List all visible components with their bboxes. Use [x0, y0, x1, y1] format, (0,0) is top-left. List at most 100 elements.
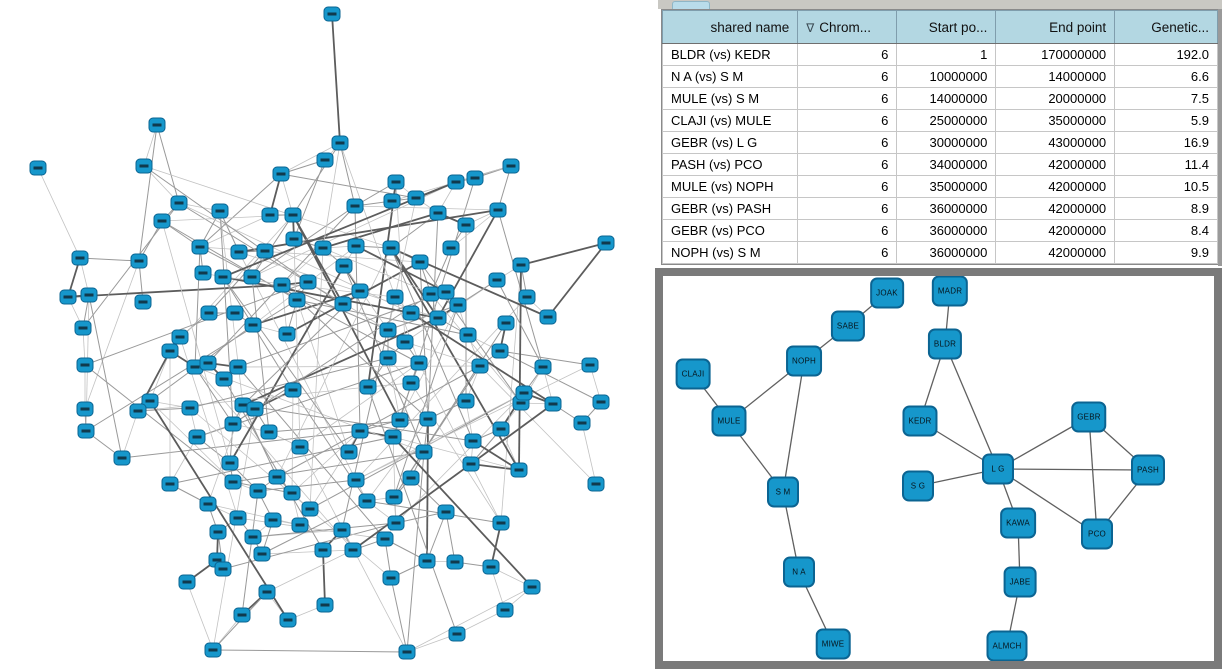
- overview-edge[interactable]: [296, 299, 469, 336]
- cell-value[interactable]: 6: [797, 87, 898, 110]
- network-node-JOAK[interactable]: JOAK: [870, 277, 904, 309]
- overview-edge[interactable]: [406, 586, 533, 653]
- overview-edge[interactable]: [292, 214, 401, 421]
- cell-value[interactable]: 7.5: [1114, 87, 1218, 110]
- overview-edge[interactable]: [390, 212, 439, 249]
- overview-edge[interactable]: [581, 422, 597, 485]
- cell-shared-name[interactable]: N A (vs) S M: [661, 65, 799, 88]
- overview-edge[interactable]: [292, 214, 344, 305]
- overview-edge[interactable]: [293, 238, 301, 448]
- overview-edge[interactable]: [199, 173, 282, 248]
- overview-edge[interactable]: [520, 242, 607, 266]
- column-header-genetic---[interactable]: Genetic...: [1114, 10, 1218, 44]
- overview-edge[interactable]: [207, 503, 301, 526]
- cell-value[interactable]: 16.9: [1114, 131, 1218, 154]
- overview-edge[interactable]: [419, 261, 429, 420]
- cell-value[interactable]: 20000000: [995, 87, 1116, 110]
- overview-edge[interactable]: [395, 392, 525, 524]
- cell-value[interactable]: 6: [797, 153, 898, 176]
- overview-edge[interactable]: [387, 357, 401, 421]
- overview-edge[interactable]: [251, 276, 270, 433]
- overview-edge[interactable]: [237, 365, 481, 368]
- network-node-ALMCH[interactable]: ALMCH: [986, 630, 1028, 661]
- network-node-SM[interactable]: S M: [767, 476, 799, 508]
- overview-edge[interactable]: [194, 366, 354, 551]
- overview-edge[interactable]: [339, 142, 356, 207]
- overview-edge[interactable]: [309, 247, 324, 510]
- overview-edge[interactable]: [149, 350, 171, 402]
- overview-edge[interactable]: [281, 284, 429, 420]
- overview-edge[interactable]: [387, 304, 459, 331]
- overview-edge[interactable]: [156, 124, 180, 204]
- cell-value[interactable]: 8.4: [1114, 219, 1218, 242]
- overview-edge[interactable]: [281, 284, 288, 335]
- table-tab[interactable]: [672, 1, 710, 9]
- cell-value[interactable]: 6: [797, 65, 898, 88]
- overview-network-canvas[interactable]: [0, 0, 652, 669]
- cell-value[interactable]: 42000000: [995, 197, 1116, 220]
- cell-value[interactable]: 35000000: [896, 175, 997, 198]
- network-edge-GEBR-PCO[interactable]: [1088, 416, 1098, 535]
- overview-edge[interactable]: [547, 242, 607, 318]
- cell-shared-name[interactable]: GEBR (vs) L G: [661, 131, 799, 154]
- overview-edge[interactable]: [410, 382, 502, 524]
- overview-edge[interactable]: [354, 205, 499, 211]
- cell-value[interactable]: 6: [797, 219, 898, 242]
- overview-edge[interactable]: [499, 350, 591, 366]
- overview-edge[interactable]: [390, 247, 474, 442]
- cell-value[interactable]: 43000000: [995, 131, 1116, 154]
- network-node-MULE[interactable]: MULE: [711, 405, 747, 437]
- network-node-PCO[interactable]: PCO: [1081, 518, 1113, 550]
- overview-edge[interactable]: [37, 167, 81, 259]
- network-node-KAWA[interactable]: KAWA: [1000, 507, 1036, 539]
- overview-edge[interactable]: [276, 247, 392, 478]
- overview-edge[interactable]: [261, 500, 368, 555]
- overview-edge[interactable]: [199, 246, 420, 364]
- overview-edge[interactable]: [399, 304, 459, 421]
- cell-shared-name[interactable]: MULE (vs) NOPH: [661, 175, 799, 198]
- overview-edge[interactable]: [212, 649, 408, 653]
- cell-value[interactable]: 9.9: [1114, 241, 1218, 264]
- network-edge-LG-PASH[interactable]: [997, 468, 1149, 471]
- overview-edge[interactable]: [430, 293, 522, 404]
- overview-edge[interactable]: [367, 181, 397, 388]
- network-edge-NOPH-SM[interactable]: [782, 360, 805, 493]
- overview-edge[interactable]: [242, 404, 278, 478]
- overview-edge[interactable]: [67, 284, 283, 298]
- overview-edge[interactable]: [496, 279, 544, 368]
- cell-value[interactable]: 14000000: [995, 65, 1116, 88]
- cell-value[interactable]: 6.6: [1114, 65, 1218, 88]
- overview-edge[interactable]: [84, 364, 234, 483]
- network-node-CLAJI[interactable]: CLAJI: [675, 358, 711, 390]
- overview-edge[interactable]: [88, 294, 123, 459]
- network-node-PASH[interactable]: PASH: [1131, 454, 1165, 486]
- overview-edge[interactable]: [322, 142, 341, 249]
- cell-value[interactable]: 8.9: [1114, 197, 1218, 220]
- overview-edge[interactable]: [186, 581, 214, 651]
- overview-edge[interactable]: [222, 276, 439, 319]
- cell-value[interactable]: 10.5: [1114, 175, 1218, 198]
- overview-edge[interactable]: [252, 522, 397, 538]
- overview-edge[interactable]: [169, 436, 198, 485]
- overview-edge[interactable]: [450, 209, 499, 249]
- overview-edge[interactable]: [355, 392, 525, 481]
- overview-edge[interactable]: [352, 403, 554, 551]
- filter-icon[interactable]: ∇: [806, 20, 815, 35]
- overview-edge[interactable]: [296, 299, 350, 453]
- cell-value[interactable]: 6: [797, 131, 898, 154]
- overview-edge[interactable]: [257, 479, 357, 492]
- overview-edge[interactable]: [241, 490, 259, 616]
- overview-edge[interactable]: [387, 197, 417, 331]
- cell-value[interactable]: 36000000: [896, 197, 997, 220]
- column-header-start-po---[interactable]: Start po...: [896, 10, 997, 44]
- overview-edge[interactable]: [479, 365, 597, 485]
- cell-value[interactable]: 5.9: [1114, 109, 1218, 132]
- overview-edge[interactable]: [199, 214, 271, 248]
- overview-edge[interactable]: [392, 436, 520, 471]
- cell-value[interactable]: 6: [797, 241, 898, 264]
- network-node-GEBR[interactable]: GEBR: [1071, 401, 1107, 433]
- overview-edge[interactable]: [406, 451, 425, 653]
- overview-edge[interactable]: [194, 246, 201, 368]
- overview-edge[interactable]: [169, 436, 394, 485]
- cell-value[interactable]: 42000000: [995, 241, 1116, 264]
